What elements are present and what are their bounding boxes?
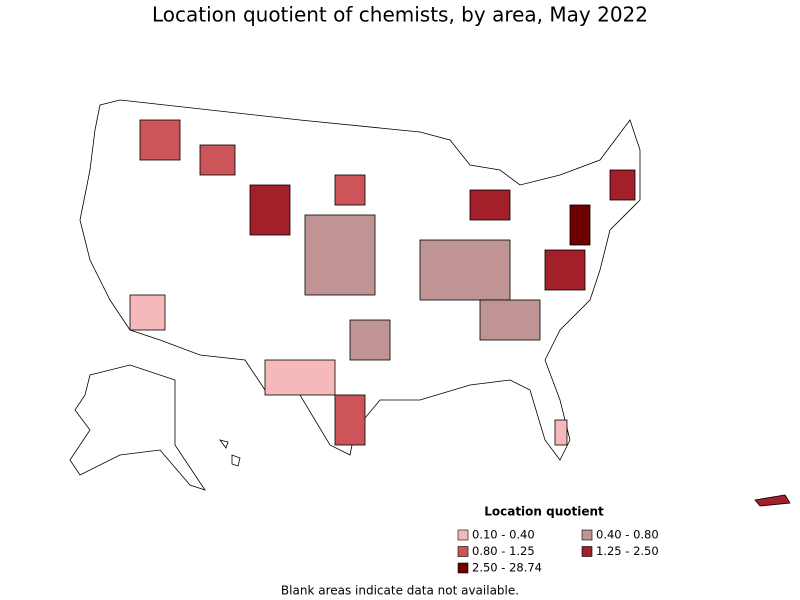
region xyxy=(479,299,541,341)
legend-label: 1.25 - 2.50 xyxy=(596,544,659,558)
legend-swatch xyxy=(457,546,469,557)
region xyxy=(249,184,291,236)
puerto-rico xyxy=(754,494,791,507)
region xyxy=(264,359,336,396)
region xyxy=(544,249,586,291)
region xyxy=(304,214,376,296)
legend-label: 0.10 - 0.40 xyxy=(472,528,535,542)
map xyxy=(69,99,791,507)
map-title: Location quotient of chemists, by area, … xyxy=(152,3,648,27)
legend-label: 0.80 - 1.25 xyxy=(472,544,535,558)
alaska xyxy=(69,364,206,491)
region xyxy=(199,144,236,176)
region xyxy=(334,394,366,446)
region xyxy=(139,119,181,161)
hawaii xyxy=(219,439,241,467)
legend-swatch xyxy=(457,562,469,574)
legend: 0.10 - 0.40 0.40 - 0.80 0.80 - 1.25 1.25 - … xyxy=(457,528,659,575)
region xyxy=(334,174,366,206)
region xyxy=(349,319,391,361)
legend-label: 2.50 - 28.74 xyxy=(472,561,542,575)
region xyxy=(469,189,511,221)
region xyxy=(554,419,568,446)
legend-title: Location quotient xyxy=(484,505,604,519)
footnote: Blank areas indicate data not available. xyxy=(281,584,519,598)
region xyxy=(569,204,591,246)
legend-label: 0.40 - 0.80 xyxy=(596,528,659,542)
region xyxy=(419,239,511,301)
region xyxy=(609,169,636,201)
legend-swatch xyxy=(457,529,469,541)
legend-swatch xyxy=(581,546,593,557)
legend-swatch xyxy=(581,529,593,541)
region xyxy=(129,294,166,331)
